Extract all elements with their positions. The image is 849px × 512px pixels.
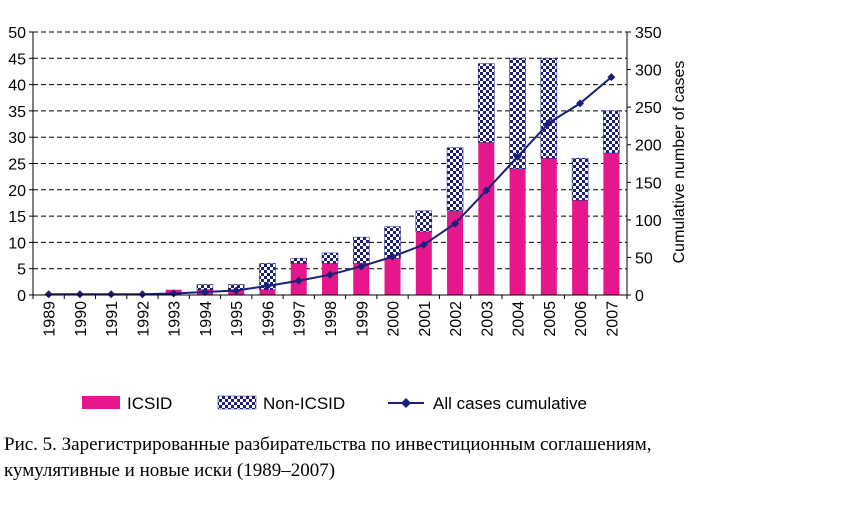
bar-non-icsid-1999 xyxy=(353,236,370,264)
x-tick-label-1994: 1994 xyxy=(198,301,215,337)
x-axis-ticks: 1989 1990 1991 1992 1993 1994 1995 1996 1997 1998… xyxy=(32,295,628,337)
right-tick-label: 250 xyxy=(635,100,662,117)
right-tick-label: 0 xyxy=(635,288,644,305)
x-tick-label-1999: 1999 xyxy=(354,301,371,337)
figure-caption: Рис. 5. Зарегистрированные разбирательст… xyxy=(4,432,844,484)
left-tick-label: 35 xyxy=(8,104,26,121)
left-tick-label: 20 xyxy=(8,183,26,200)
left-axis-ticks: 0 5 10 15 20 25 30 35 40 45 50 xyxy=(8,25,33,305)
gridlines xyxy=(33,31,627,270)
x-tick-label-2002: 2002 xyxy=(448,301,465,337)
bar-non-icsid-2001 xyxy=(415,210,433,233)
legend-marker-cumulative xyxy=(401,398,411,408)
cumulative-point-1995 xyxy=(232,286,241,295)
bar-non-icsid-2007 xyxy=(603,110,620,154)
cumulative-line xyxy=(44,73,616,299)
legend-label-non-icsid: Non-ICSID xyxy=(263,394,345,413)
caption-line-1: Рис. 5. Зарегистрированные разбирательст… xyxy=(4,434,652,455)
cumulative-point-2006 xyxy=(576,99,585,108)
cumulative-point-1996 xyxy=(263,281,272,290)
cumulative-point-2005 xyxy=(544,118,553,127)
bars xyxy=(165,58,620,295)
left-tick-label: 45 xyxy=(8,51,26,68)
cumulative-point-1997 xyxy=(294,276,303,285)
x-tick-label-2005: 2005 xyxy=(542,301,559,337)
x-tick-label-2001: 2001 xyxy=(417,301,434,337)
right-tick-label: 300 xyxy=(635,63,662,80)
bar-icsid-2002 xyxy=(447,210,464,295)
chart: 0 5 10 15 20 25 30 35 40 45 50 0 50 100 150 200 250 300 3… xyxy=(8,25,688,413)
right-tick-label: 150 xyxy=(635,175,662,192)
bar-icsid-2004 xyxy=(509,168,526,295)
x-tick-label-1993: 1993 xyxy=(167,301,184,337)
x-tick-label-1990: 1990 xyxy=(73,301,90,337)
x-tick-label-1997: 1997 xyxy=(292,301,309,337)
x-tick-label-2006: 2006 xyxy=(573,301,590,337)
cumulative-point-1990 xyxy=(75,290,84,299)
bar-icsid-2003 xyxy=(478,142,495,295)
right-axis-title: Cumulative number of cases xyxy=(671,61,688,264)
cumulative-point-2004 xyxy=(513,152,522,161)
right-axis-ticks: 0 50 100 150 200 250 300 350 xyxy=(627,25,662,305)
bar-non-icsid-2003 xyxy=(478,63,495,143)
cumulative-point-1994 xyxy=(200,287,209,296)
right-tick-label: 350 xyxy=(635,25,662,42)
bar-icsid-2007 xyxy=(603,152,620,295)
bar-icsid-1999 xyxy=(353,263,370,295)
cumulative-point-1999 xyxy=(357,262,366,271)
cumulative-point-1989 xyxy=(44,290,53,299)
cumulative-point-1992 xyxy=(138,290,147,299)
bar-icsid-2006 xyxy=(572,200,589,295)
x-tick-label-2007: 2007 xyxy=(604,301,621,337)
cumulative-point-1991 xyxy=(107,290,116,299)
left-tick-label: 50 xyxy=(8,25,26,42)
bar-icsid-2005 xyxy=(540,158,557,295)
bar-non-icsid-1997 xyxy=(290,257,307,264)
cumulative-point-2007 xyxy=(607,73,616,82)
left-tick-label: 15 xyxy=(8,209,26,226)
bar-icsid-2001 xyxy=(415,231,432,295)
x-tick-label-1995: 1995 xyxy=(229,301,246,337)
left-tick-label: 0 xyxy=(17,288,26,305)
cumulative-point-2003 xyxy=(482,186,491,195)
cumulative-point-2001 xyxy=(419,240,428,249)
bar-icsid-1996 xyxy=(259,289,276,295)
bar-icsid-1998 xyxy=(322,263,338,295)
x-tick-label-2000: 2000 xyxy=(386,301,403,337)
left-tick-label: 30 xyxy=(8,130,26,147)
x-tick-label-1989: 1989 xyxy=(42,301,59,337)
x-tick-label-1996: 1996 xyxy=(260,301,277,337)
x-tick-label-2003: 2003 xyxy=(479,301,496,337)
bar-non-icsid-2004 xyxy=(509,58,526,170)
left-tick-label: 25 xyxy=(8,157,26,174)
left-tick-label: 10 xyxy=(8,235,26,252)
bar-non-icsid-2005 xyxy=(540,58,558,159)
x-tick-label-1991: 1991 xyxy=(104,301,121,337)
left-tick-label: 40 xyxy=(8,78,26,95)
left-tick-label: 5 xyxy=(17,262,26,279)
legend-swatch-non-icsid xyxy=(217,395,257,410)
caption-line-2: кумулятивные и новые иски (1989–2007) xyxy=(4,460,336,481)
legend-swatch-icsid xyxy=(82,396,120,409)
bar-non-icsid-2006 xyxy=(571,157,589,201)
bar-icsid-2000 xyxy=(384,258,401,295)
cumulative-point-1998 xyxy=(326,270,334,279)
x-tick-label-1998: 1998 xyxy=(323,301,340,337)
right-tick-label: 100 xyxy=(635,213,662,230)
right-tick-label: 200 xyxy=(635,138,662,155)
x-tick-label-2004: 2004 xyxy=(511,301,528,337)
cumulative-point-2002 xyxy=(451,219,460,228)
bar-non-icsid-2002 xyxy=(446,147,464,212)
x-tick-label-1992: 1992 xyxy=(135,301,152,337)
bar-non-icsid-1998 xyxy=(321,252,339,264)
legend-label-cumulative: All cases cumulative xyxy=(433,394,587,413)
right-tick-label: 50 xyxy=(635,250,653,267)
legend-label-icsid: ICSID xyxy=(127,394,172,413)
legend: ICSID Non-ICSID All cases cumulative xyxy=(82,394,587,413)
cumulative-point-2000 xyxy=(388,252,397,261)
